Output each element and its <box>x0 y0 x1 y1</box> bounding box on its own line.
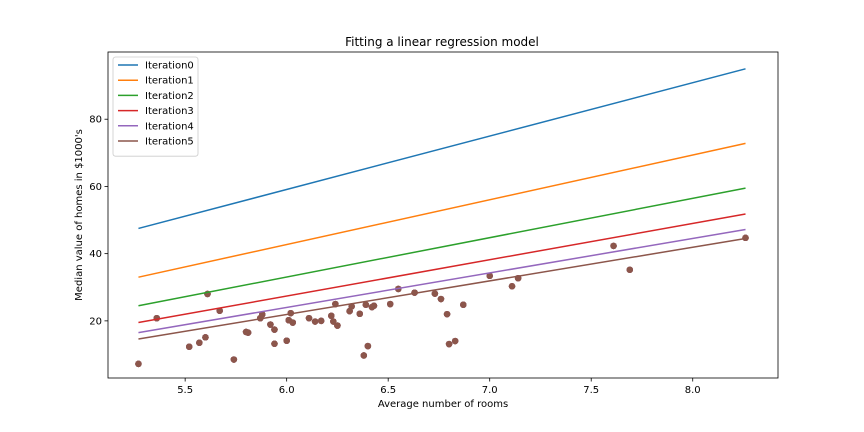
data-point-s5-43 <box>486 272 493 280</box>
series-line-iteration5 <box>138 237 746 340</box>
legend: Iteration0 Iteration1 Iteration2 Iteration3… <box>112 56 199 157</box>
data-point-s5-28 <box>356 310 363 318</box>
x-tick-label: 6.0 <box>279 385 295 396</box>
data-point-s5-2 <box>186 343 193 350</box>
data-point-s5-25 <box>334 322 341 329</box>
x-tick-label: 7.0 <box>482 385 498 396</box>
data-point-s5-9 <box>244 329 252 336</box>
data-point-s5-3 <box>196 339 203 346</box>
legend-label-iteration4: Iteration4 <box>145 121 194 132</box>
data-point-s5-15 <box>283 337 290 344</box>
data-point-s5-18 <box>289 319 296 326</box>
series-line-iteration1 <box>138 142 746 278</box>
data-point-s5-19 <box>305 314 313 322</box>
legend-label-iteration0: Iteration0 <box>145 61 194 72</box>
data-point-s5-47 <box>626 266 633 273</box>
data-point-s5-42 <box>460 301 467 308</box>
data-point-s5-33 <box>370 302 378 309</box>
y-axis: 20 40 60 80 <box>89 115 108 327</box>
data-point-s5-21 <box>317 317 325 325</box>
data-point-s5-20 <box>311 318 319 325</box>
data-point-s5-29 <box>360 352 368 359</box>
data-point-s5-48 <box>742 234 749 242</box>
data-point-s5-30 <box>362 301 370 308</box>
y-axis-label: Median value of homes in $1000's <box>74 129 85 301</box>
x-tick-label: 6.5 <box>380 385 396 396</box>
data-point-s5-7 <box>230 356 238 363</box>
x-tick-label: 5.5 <box>177 385 193 396</box>
data-point-s5-27 <box>348 303 355 310</box>
series-line-iteration0 <box>138 68 746 230</box>
data-point-s5-39 <box>443 310 451 318</box>
data-point-s5-38 <box>437 295 445 303</box>
data-point-s5-14 <box>271 340 278 347</box>
y-tick-label: 80 <box>89 115 102 126</box>
y-tick-label: 60 <box>89 182 102 193</box>
data-point-s5-6 <box>216 307 223 314</box>
series-line-iteration2 <box>138 187 746 307</box>
x-axis: 5.5 6.0 6.5 7.0 7.5 8.0 <box>177 378 701 396</box>
y-tick-label: 20 <box>89 316 102 327</box>
data-point-s5-23 <box>330 318 337 325</box>
legend-label-iteration1: Iteration1 <box>145 76 194 87</box>
data-point-s5-22 <box>328 312 335 320</box>
series-line-iteration3 <box>138 213 746 324</box>
x-tick-label: 8.0 <box>685 385 701 396</box>
data-point-s5-31 <box>364 342 372 350</box>
data-point-s5-11 <box>259 311 266 318</box>
chart-title: Fitting a linear regression model <box>345 35 539 49</box>
data-point-s5-41 <box>451 337 459 345</box>
data-point-s5-37 <box>431 290 439 297</box>
data-point-s5-34 <box>387 300 394 308</box>
data-point-s5-13 <box>271 326 278 333</box>
plot-frame <box>107 51 779 379</box>
legend-label-iteration5: Iteration5 <box>145 137 194 148</box>
series-line-iteration4 <box>138 228 746 334</box>
legend-label-iteration3: Iteration3 <box>145 106 194 117</box>
legend-box <box>112 56 199 157</box>
legend-label-iteration2: Iteration2 <box>145 91 194 102</box>
data-point-s5-12 <box>267 321 274 328</box>
data-point-s5-0 <box>135 360 142 368</box>
data-point-s5-4 <box>202 334 209 341</box>
plot-area <box>135 68 749 368</box>
x-tick-label: 7.5 <box>583 385 599 396</box>
data-point-s5-40 <box>445 340 453 348</box>
data-point-s5-46 <box>610 242 617 250</box>
x-axis-label: Average number of rooms <box>378 399 508 410</box>
y-tick-label: 40 <box>89 249 102 260</box>
data-point-s5-44 <box>508 283 516 290</box>
